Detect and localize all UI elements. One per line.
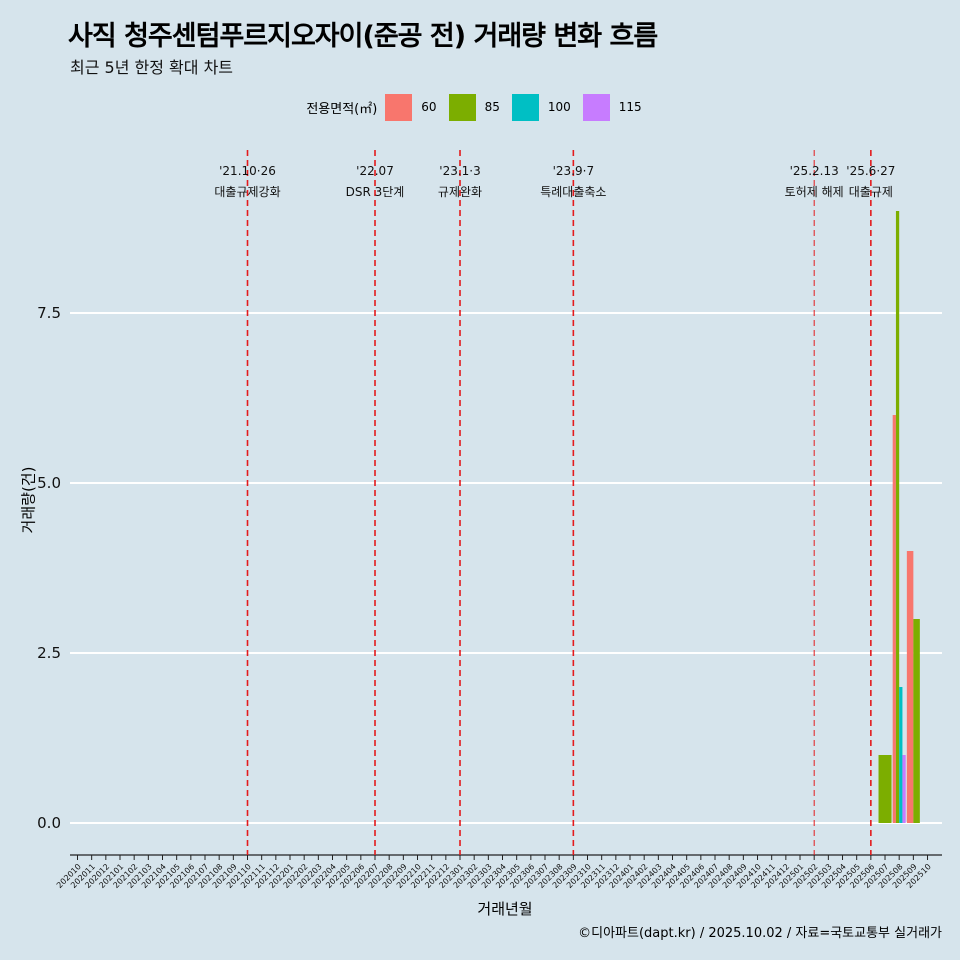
y-tick-label: 5.0 — [37, 474, 61, 492]
bar-60-202509 — [906, 551, 914, 823]
chart-subtitle: 최근 5년 한정 확대 차트 — [70, 58, 234, 77]
legend-item-115: 115 — [582, 93, 642, 121]
legend-label-85: 85 — [484, 100, 500, 114]
event-name-label: 규제완화 — [438, 185, 482, 199]
event-date-label: '22.07 — [356, 164, 394, 178]
event-date-label: '25.2.13 — [790, 164, 839, 178]
event-date-label: '23.9·7 — [553, 164, 594, 178]
event-name-label: DSR 3단계 — [346, 185, 405, 199]
legend-item-85: 85 — [448, 93, 500, 121]
x-axis-label: 거래년월 — [477, 900, 533, 918]
chart-title: 사직 청주센텀푸르지오자이(준공 전) 거래량 변화 흐름 — [68, 21, 658, 52]
legend-swatch-85 — [448, 93, 476, 121]
bar-85-202507 — [878, 755, 892, 823]
legend-title: 전용면적(㎡) — [306, 101, 378, 117]
event-date-label: '25.6·27 — [846, 164, 895, 178]
legend-swatch-100 — [511, 93, 539, 121]
event-date-label: '21.10·26 — [219, 164, 276, 178]
event-name-label: 대출규제강화 — [214, 185, 280, 199]
bar-115-202508 — [902, 755, 906, 823]
legend-label-60: 60 — [421, 100, 437, 114]
bar-85-202509 — [913, 619, 920, 823]
legend-swatch-60 — [385, 93, 413, 121]
bar-85-202508 — [895, 211, 900, 823]
event-name-label: 대출규제 — [849, 185, 893, 199]
legend-label-100: 100 — [547, 100, 571, 114]
y-tick-label: 2.5 — [37, 644, 61, 662]
legend-label-115: 115 — [618, 100, 642, 114]
y-tick-label: 0.0 — [37, 814, 61, 832]
legend-item-60: 60 — [385, 93, 437, 121]
event-name-label: 토허제 해제 — [785, 185, 844, 199]
bar-60-202508 — [892, 415, 896, 823]
legend: 전용면적(㎡) 60 85 100 115 — [0, 92, 960, 122]
bar-100-202508 — [899, 687, 903, 823]
source-caption: ©디아파트(dapt.kr) / 2025.10.02 / 자료=국토교통부 실… — [578, 926, 942, 941]
legend-item-100: 100 — [511, 93, 571, 121]
y-tick-label: 7.5 — [37, 304, 61, 322]
event-date-label: '23.1·3 — [439, 164, 480, 178]
event-name-label: 특례대출축소 — [540, 185, 606, 199]
legend-swatch-115 — [582, 93, 610, 121]
y-axis-label: 거래량(건) — [19, 466, 38, 534]
